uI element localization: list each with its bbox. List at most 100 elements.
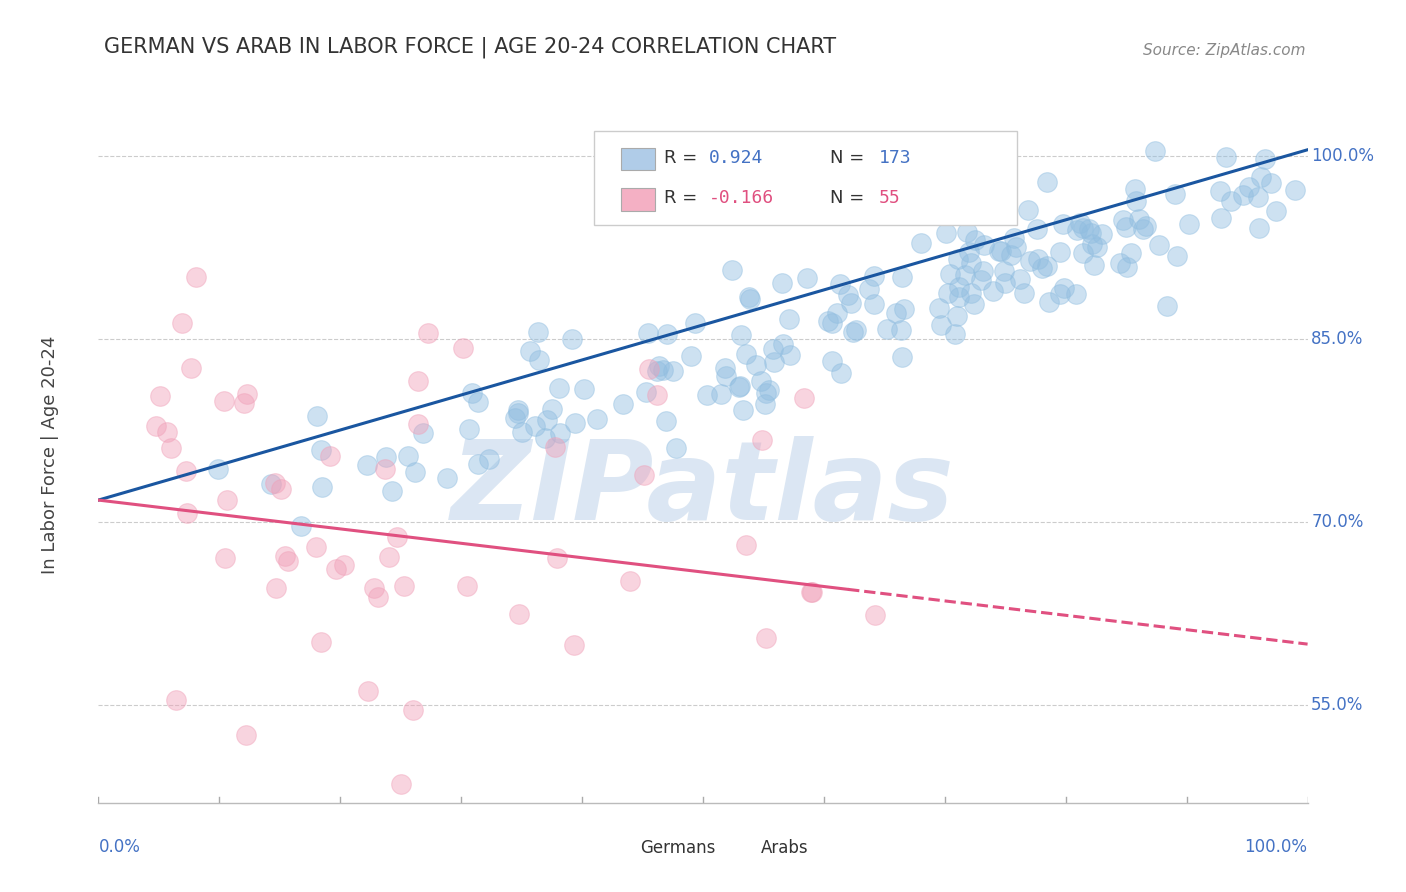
Point bbox=[546, 551, 568, 566]
Point bbox=[236, 387, 259, 401]
Point bbox=[1144, 144, 1167, 158]
Point bbox=[821, 316, 844, 330]
Point bbox=[1064, 287, 1087, 301]
Point bbox=[145, 418, 167, 433]
Point bbox=[1091, 227, 1114, 242]
Point bbox=[159, 441, 181, 455]
Point bbox=[1219, 194, 1241, 208]
Point bbox=[519, 343, 541, 358]
Point bbox=[1031, 261, 1053, 276]
Point bbox=[357, 684, 380, 698]
Point bbox=[277, 554, 299, 568]
Point bbox=[637, 326, 659, 341]
Point bbox=[1254, 152, 1277, 166]
Point bbox=[1080, 226, 1102, 240]
Point bbox=[953, 268, 976, 282]
Point bbox=[402, 703, 425, 717]
Point bbox=[763, 355, 786, 369]
Point bbox=[207, 462, 229, 476]
Point bbox=[749, 374, 772, 388]
Point bbox=[981, 285, 1004, 299]
Point bbox=[845, 323, 868, 337]
Point bbox=[467, 395, 489, 409]
Point bbox=[1247, 190, 1270, 204]
Point bbox=[156, 425, 179, 439]
Point bbox=[1073, 221, 1095, 235]
Point bbox=[1147, 237, 1170, 252]
Point bbox=[796, 271, 818, 285]
Point bbox=[1053, 281, 1076, 295]
Point bbox=[647, 364, 669, 378]
Text: 173: 173 bbox=[879, 149, 911, 167]
Point bbox=[1132, 222, 1154, 236]
Point bbox=[946, 252, 969, 267]
Point bbox=[375, 450, 398, 465]
Point bbox=[436, 471, 458, 485]
Point bbox=[381, 483, 404, 498]
Point bbox=[1049, 244, 1071, 259]
Point bbox=[1265, 203, 1288, 218]
Point bbox=[828, 277, 851, 292]
Point bbox=[800, 585, 823, 599]
Point bbox=[987, 244, 1010, 258]
Point bbox=[772, 337, 794, 351]
Point bbox=[890, 323, 912, 337]
Point bbox=[180, 360, 202, 375]
Text: R =: R = bbox=[664, 189, 703, 207]
Point bbox=[800, 584, 823, 599]
Point bbox=[305, 409, 328, 423]
Point bbox=[1125, 194, 1147, 208]
Point bbox=[755, 385, 778, 400]
Point bbox=[972, 263, 994, 277]
Point bbox=[863, 269, 886, 284]
Point bbox=[679, 349, 702, 363]
Point bbox=[651, 363, 673, 377]
Point bbox=[661, 364, 683, 378]
Point bbox=[943, 326, 966, 341]
Point bbox=[1239, 180, 1261, 194]
Point bbox=[561, 332, 583, 346]
Point bbox=[1125, 182, 1147, 196]
Point bbox=[1135, 219, 1157, 233]
Point bbox=[406, 374, 429, 388]
Point bbox=[165, 693, 187, 707]
Point bbox=[363, 581, 385, 595]
Point bbox=[457, 422, 479, 436]
Point bbox=[655, 414, 678, 428]
Text: N =: N = bbox=[830, 189, 870, 207]
Point bbox=[738, 292, 761, 306]
Point bbox=[755, 632, 778, 646]
Point bbox=[751, 433, 773, 447]
Point bbox=[929, 318, 952, 332]
Point bbox=[1071, 245, 1094, 260]
Point bbox=[733, 403, 755, 417]
Point bbox=[309, 443, 332, 458]
Point bbox=[935, 226, 957, 240]
Point bbox=[412, 426, 434, 441]
Point bbox=[863, 607, 886, 622]
Point bbox=[508, 406, 530, 420]
Point bbox=[957, 244, 980, 259]
Point bbox=[523, 419, 546, 434]
Point bbox=[214, 551, 236, 566]
Point bbox=[1112, 212, 1135, 227]
Point bbox=[842, 325, 865, 339]
Point bbox=[1002, 230, 1025, 244]
Point bbox=[233, 396, 256, 410]
Point bbox=[960, 256, 983, 270]
Text: N =: N = bbox=[830, 149, 870, 167]
Point bbox=[508, 607, 530, 621]
Point bbox=[547, 381, 569, 395]
Point bbox=[928, 301, 950, 316]
Point bbox=[1052, 217, 1074, 231]
Point bbox=[184, 270, 207, 285]
Point bbox=[309, 635, 332, 649]
Point bbox=[973, 238, 995, 252]
Point bbox=[1116, 260, 1139, 274]
FancyBboxPatch shape bbox=[621, 148, 655, 170]
Point bbox=[385, 530, 408, 544]
Point bbox=[332, 558, 354, 573]
Point bbox=[1012, 285, 1035, 300]
Point bbox=[396, 449, 419, 463]
Point bbox=[665, 442, 688, 456]
